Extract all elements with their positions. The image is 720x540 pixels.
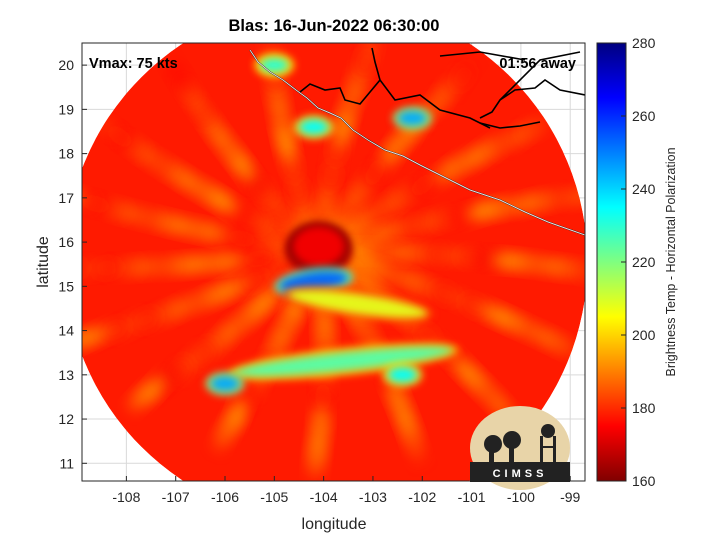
cimss-logo: CIMSS (470, 406, 570, 490)
time-away-annotation: 01:56 away (499, 56, 576, 72)
y-axis-label: latitude (35, 236, 52, 288)
swath-texture (82, 43, 585, 479)
cimss-logo-text: CIMSS (493, 468, 548, 480)
colorbar-tick-label: 160 (632, 473, 656, 489)
texture-blob (548, 335, 578, 357)
texture-blob (213, 421, 233, 452)
colorbar-label: Brightness Temp - Horizontal Polarizatio… (664, 147, 678, 376)
texture-blob (406, 432, 425, 464)
y-tick-label: 15 (58, 278, 74, 294)
colorbar-tick-label: 240 (632, 181, 656, 197)
y-tick-label: 16 (58, 234, 74, 250)
x-axis-label: longitude (302, 516, 367, 533)
feature-mark (398, 111, 427, 126)
colorbar-tick-label: 220 (632, 254, 656, 270)
x-tick-label: -102 (408, 489, 436, 505)
x-tick-label: -105 (260, 489, 288, 505)
colorbar-tick-label: 260 (632, 108, 656, 124)
y-tick-label: 14 (58, 323, 74, 339)
colorbar-tick-label: 180 (632, 400, 656, 416)
texture-blob (307, 446, 324, 479)
feature-mark (233, 346, 453, 377)
texture-blob (522, 116, 551, 140)
x-axis: -108 -107 -106 -105 -104 -103 -102 -101 -100 -99 (112, 476, 581, 505)
y-tick-label: 11 (59, 455, 74, 471)
texture-blob (168, 62, 191, 92)
texture-blob (82, 190, 96, 209)
y-tick-label: 19 (58, 101, 74, 117)
colorbar-ticks: 160 180 200 220 240 260 280 (621, 35, 656, 489)
feature-mark (211, 376, 240, 391)
coastline-white (249, 49, 585, 236)
x-tick-label: -99 (560, 489, 580, 505)
texture-blob (574, 264, 585, 281)
texture-blob (452, 62, 474, 91)
y-tick-label: 13 (58, 367, 74, 383)
feature-mark (388, 367, 417, 382)
texture-blob (82, 260, 106, 277)
colorbar: 160 180 200 220 240 260 280 Brightness Temp - … (596, 35, 678, 489)
feature-mark (288, 290, 428, 318)
x-tick-label: -106 (211, 489, 239, 505)
x-tick-label: -101 (458, 489, 486, 505)
colorbar-tick-label: 280 (632, 35, 656, 51)
axes-frame (81, 42, 586, 482)
convective-features (205, 53, 459, 396)
y-tick-label: 20 (58, 57, 74, 73)
x-tick-label: -104 (310, 489, 338, 505)
y-tick-label: 17 (58, 190, 74, 206)
colorbar-tick-label: 200 (632, 327, 656, 343)
chart-title: Blas: 16-Jun-2022 06:30:00 (229, 17, 440, 35)
x-tick-label: -107 (162, 489, 190, 505)
x-tick-label: -108 (112, 489, 140, 505)
y-tick-label: 12 (58, 411, 74, 427)
y-axis: 11 12 13 14 15 16 17 18 19 20 (58, 57, 87, 471)
texture-blob (128, 384, 154, 411)
y-tick-label: 18 (58, 146, 74, 162)
feature-mark (260, 58, 289, 73)
microwave-swath (82, 43, 585, 481)
x-tick-label: -103 (359, 489, 387, 505)
vmax-annotation: Vmax: 75 kts (89, 56, 178, 72)
feature-mark (292, 226, 345, 267)
feature-mark (299, 120, 328, 135)
x-tick-label: -100 (507, 489, 535, 505)
